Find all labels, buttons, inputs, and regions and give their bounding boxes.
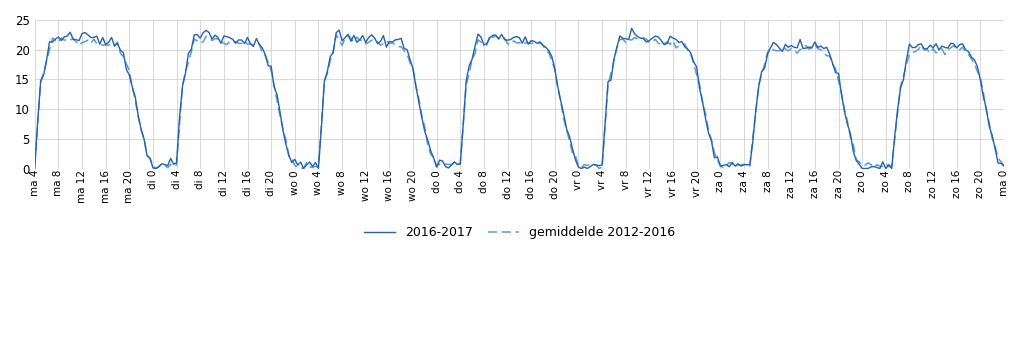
gemiddelde 2012-2016 <box>29 163 41 167</box>
2016-2017 <box>366 33 378 37</box>
gemiddelde 2012-2016 <box>150 166 162 171</box>
gemiddelde 2012-2016 <box>756 71 768 76</box>
2016-2017 <box>626 26 638 30</box>
gemiddelde 2012-2016 <box>629 35 641 40</box>
gemiddelde 2012-2016 <box>330 33 342 37</box>
2016-2017 <box>29 166 41 171</box>
Line: gemiddelde 2012-2016: gemiddelde 2012-2016 <box>35 35 1004 169</box>
gemiddelde 2012-2016 <box>997 164 1010 168</box>
gemiddelde 2012-2016 <box>809 42 821 47</box>
gemiddelde 2012-2016 <box>372 40 384 44</box>
2016-2017 <box>806 45 818 50</box>
gemiddelde 2012-2016 <box>543 51 555 55</box>
2016-2017 <box>997 164 1010 168</box>
2016-2017 <box>537 43 549 47</box>
2016-2017 <box>499 37 511 42</box>
Line: 2016-2017: 2016-2017 <box>35 28 1004 169</box>
gemiddelde 2012-2016 <box>505 42 517 46</box>
2016-2017 <box>623 37 635 42</box>
2016-2017 <box>753 84 765 89</box>
Legend: 2016-2017, gemiddelde 2012-2016: 2016-2017, gemiddelde 2012-2016 <box>358 221 680 244</box>
